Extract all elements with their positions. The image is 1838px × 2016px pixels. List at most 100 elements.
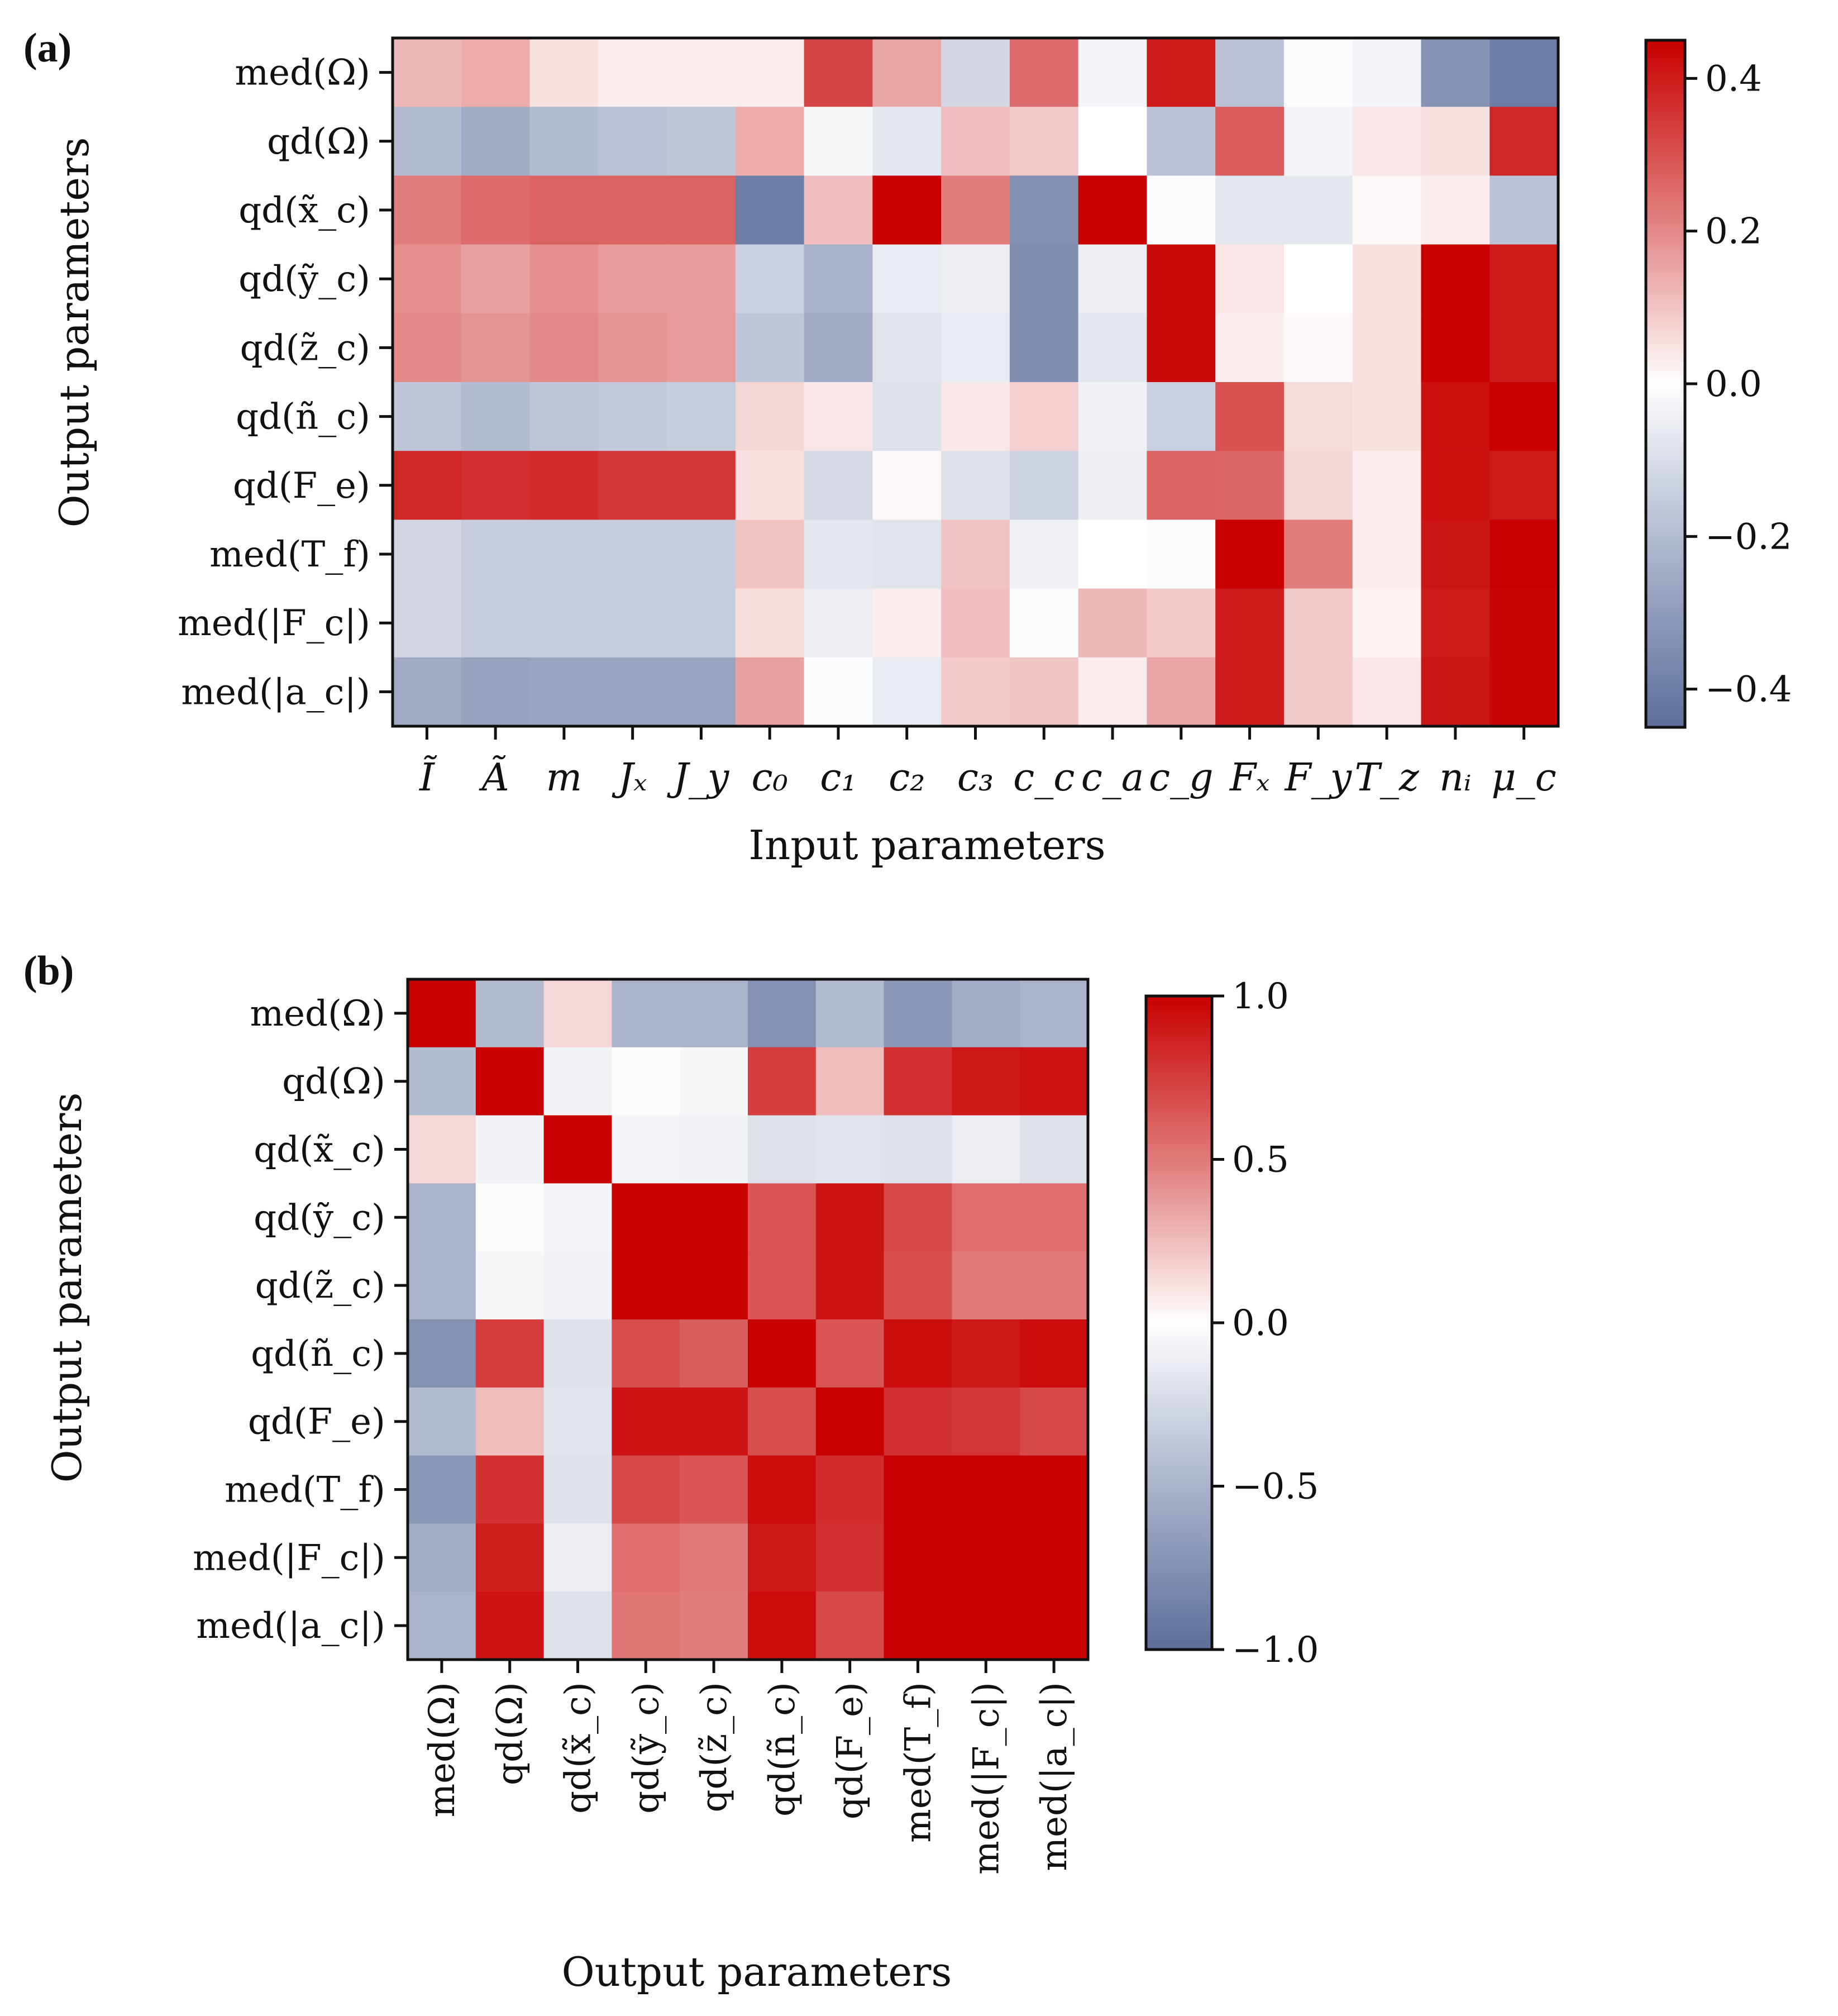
heatmap-a-cell bbox=[804, 38, 873, 107]
heatmap-a-cell bbox=[598, 451, 667, 520]
heatmap-b-cell bbox=[1020, 1455, 1089, 1524]
heatmap-b-cell bbox=[815, 1455, 885, 1524]
heatmap-a-cell bbox=[529, 520, 599, 589]
heatmap-b-cell bbox=[1020, 1251, 1089, 1320]
heatmap-a-cell bbox=[461, 451, 531, 520]
heatmap-b-y-tick-label: med(T_f) bbox=[225, 1470, 385, 1511]
heatmap-b-cell bbox=[612, 1183, 680, 1252]
heatmap-b-cells bbox=[408, 979, 1089, 1660]
heatmap-b-cell bbox=[952, 1047, 1020, 1116]
heatmap-a-cell bbox=[598, 313, 667, 383]
heatmap-b-cell bbox=[408, 1387, 476, 1456]
heatmap-b-cell bbox=[884, 1591, 952, 1660]
heatmap-b-cell bbox=[884, 1523, 952, 1592]
heatmap-b-x-ticks: med(Ω) qd(Ω) qd(x̃_c) qd(ỹ_c) qd(z̃_c) qd(ñ_c… bbox=[422, 1660, 1075, 1875]
heatmap-b-cell bbox=[475, 1523, 545, 1592]
heatmap-a-cell bbox=[735, 382, 805, 451]
heatmap-a-cell bbox=[1078, 244, 1148, 314]
heatmap-a-cell bbox=[667, 38, 736, 107]
heatmap-b-cell bbox=[408, 1455, 476, 1524]
heatmap-a-cell bbox=[1215, 657, 1285, 727]
heatmap-a-cell bbox=[1421, 244, 1490, 314]
heatmap-a-cell bbox=[1147, 313, 1216, 383]
heatmap-a-cell bbox=[1283, 38, 1353, 107]
heatmap-b-ylabel: Output parameters bbox=[44, 1093, 90, 1483]
heatmap-panel-a: (a) med(Ω) qd(Ω) qd(x̃_c) qd(ỹ_c) qd(z̃_c)qd… bbox=[23, 25, 1792, 869]
colorbar-b-tick-label: −0.5 bbox=[1232, 1466, 1319, 1508]
heatmap-b-cell bbox=[543, 1455, 612, 1524]
heatmap-b-x-tick-label: qd(ỹ_c) bbox=[626, 1682, 667, 1814]
heatmap-a-cells bbox=[393, 38, 1559, 727]
heatmap-a-cell bbox=[1490, 244, 1559, 314]
heatmap-b-cell bbox=[543, 1591, 612, 1660]
heatmap-a-y-ticks: med(Ω) qd(Ω) qd(x̃_c) qd(ỹ_c) qd(z̃_c) qd(ñ_c… bbox=[178, 53, 393, 713]
heatmap-b-cell bbox=[475, 1455, 545, 1524]
heatmap-a-cell bbox=[1009, 382, 1079, 451]
heatmap-b-cell bbox=[408, 1591, 476, 1660]
heatmap-a-cell bbox=[1147, 38, 1216, 107]
heatmap-a-cell bbox=[1352, 588, 1422, 658]
heatmap-a-cell bbox=[804, 244, 873, 314]
heatmap-a-cell bbox=[393, 451, 462, 520]
colorbar-a bbox=[1644, 39, 1687, 729]
heatmap-a-cell bbox=[393, 588, 462, 658]
heatmap-b-cell bbox=[408, 1047, 476, 1116]
heatmap-a-cell bbox=[804, 107, 873, 176]
heatmap-a-cell bbox=[1352, 38, 1422, 107]
heatmap-b-cell bbox=[543, 1183, 612, 1252]
heatmap-a-cell bbox=[1352, 657, 1422, 727]
heatmap-a-x-tick-label: c_c bbox=[1013, 756, 1075, 800]
heatmap-a-cell bbox=[1009, 520, 1079, 589]
heatmap-a-y-tick-label: qd(z̃_c) bbox=[240, 327, 370, 369]
heatmap-a-cell bbox=[598, 657, 667, 727]
heatmap-a-cell bbox=[1009, 175, 1079, 245]
heatmap-b-cell bbox=[884, 1251, 952, 1320]
heatmap-a-cell bbox=[941, 107, 1010, 176]
heatmap-a-x-tick-label: c₃ bbox=[957, 756, 994, 800]
heatmap-a-cell bbox=[1352, 382, 1422, 451]
heatmap-b-cell bbox=[475, 1251, 545, 1320]
heatmap-b-y-tick-label: qd(z̃_c) bbox=[255, 1265, 385, 1307]
heatmap-b-y-tick-label: qd(x̃_c) bbox=[254, 1129, 385, 1171]
heatmap-a-cell bbox=[598, 588, 667, 658]
heatmap-a-cell bbox=[667, 382, 736, 451]
heatmap-a-cell bbox=[804, 451, 873, 520]
heatmap-a-cell bbox=[872, 520, 942, 589]
heatmap-b-cell bbox=[815, 1251, 885, 1320]
heatmap-a-cell bbox=[393, 313, 462, 383]
heatmap-b-cell bbox=[680, 1047, 748, 1116]
heatmap-a-cell bbox=[1352, 451, 1422, 520]
heatmap-b-cell bbox=[612, 1319, 680, 1388]
heatmap-a-cell bbox=[598, 175, 667, 245]
heatmap-b-cell bbox=[475, 1387, 545, 1456]
heatmap-a-cell bbox=[1215, 38, 1285, 107]
heatmap-a-cell bbox=[1421, 382, 1490, 451]
heatmap-b-cell bbox=[1020, 1183, 1089, 1252]
heatmap-a-cell bbox=[1147, 382, 1216, 451]
heatmap-a-cell bbox=[529, 38, 599, 107]
heatmap-b-cell bbox=[884, 1455, 952, 1524]
heatmap-b-y-tick-label: qd(ỹ_c) bbox=[254, 1197, 385, 1238]
heatmap-a-y-tick-label: med(Ω) bbox=[235, 53, 370, 94]
heatmap-b-cell bbox=[680, 1455, 748, 1524]
heatmap-a-cell bbox=[872, 657, 942, 727]
heatmap-a-cell bbox=[1009, 451, 1079, 520]
heatmap-a-cell bbox=[1215, 520, 1285, 589]
heatmap-a-cell bbox=[1078, 588, 1148, 658]
panel-label-b: (b) bbox=[23, 948, 74, 994]
heatmap-b-cell bbox=[952, 1591, 1020, 1660]
heatmap-a-x-tick-label: Fₓ bbox=[1229, 756, 1269, 800]
heatmap-a-x-tick-label: c_a bbox=[1081, 756, 1144, 800]
heatmap-a-cell bbox=[393, 244, 462, 314]
heatmap-b-cell bbox=[475, 979, 545, 1048]
heatmap-b-cell bbox=[543, 1115, 612, 1184]
heatmap-b-cell bbox=[748, 1591, 817, 1660]
heatmap-a-y-tick-label: qd(ñ_c) bbox=[236, 397, 370, 438]
heatmap-a-cell bbox=[461, 588, 531, 658]
heatmap-a-cell bbox=[393, 382, 462, 451]
heatmap-b-cell bbox=[612, 1115, 680, 1184]
heatmap-a-cell bbox=[1490, 313, 1559, 383]
heatmap-a-cell bbox=[1215, 588, 1285, 658]
heatmap-a-cell bbox=[1009, 244, 1079, 314]
heatmap-a-cell bbox=[1147, 588, 1216, 658]
